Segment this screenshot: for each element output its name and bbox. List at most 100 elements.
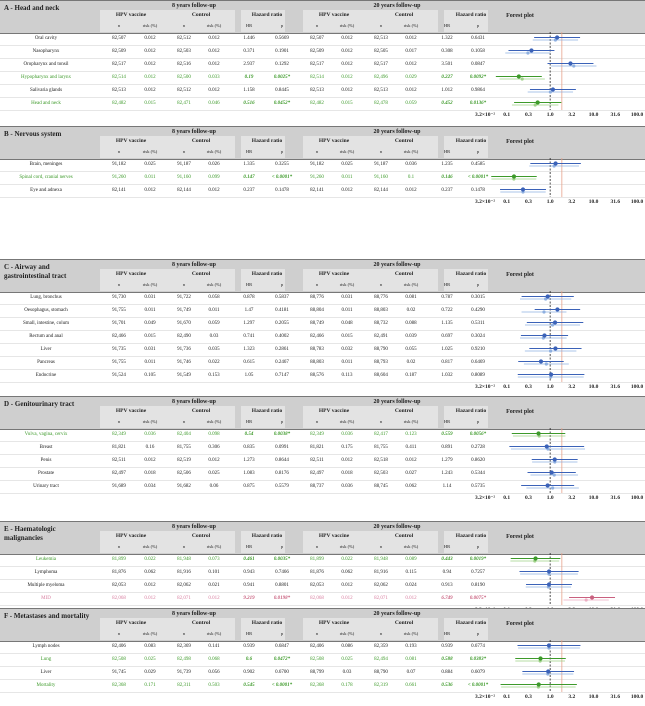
cell-value: 1.012 (441, 88, 453, 93)
cell-value: 0.012 (341, 458, 353, 463)
point-estimate-8y (552, 457, 557, 462)
cell-value: 0.046 (208, 101, 220, 106)
axis-tick-label: 0.1 (503, 694, 511, 700)
cell-value: 0.021 (208, 583, 220, 588)
cell-value: 82,062 (374, 583, 388, 588)
cell-value: 1.135 (441, 321, 453, 326)
point-estimate-8y (545, 483, 550, 488)
cell-value: 0.099 (208, 175, 220, 180)
cell-value: 82,406 (310, 644, 324, 649)
cell-value: 1.083 (243, 471, 255, 476)
point-estimate-20y (526, 51, 530, 55)
forest-axis: 3.2×10⁻² 0.1 0.3 1.0 3.2 10.0 31.6 100.0 (440, 198, 645, 210)
section-header: F - Metastases and mortality 8 years foll… (0, 608, 645, 642)
cell-value: < 0.0001* (467, 175, 489, 180)
section-header: E - Haematologic malignancies 8 years fol… (0, 521, 645, 555)
header-subband (303, 531, 438, 553)
cell-value: 0.615 (243, 360, 255, 365)
cell-value: 0.516 (243, 101, 255, 106)
row-label: Oropharynx and tonsil (23, 62, 69, 67)
cell-value: 0.913 (441, 583, 453, 588)
subheader-n: n (117, 149, 121, 154)
cell-value: 81,755 (177, 445, 191, 450)
section-title: C - Airway and gastrointestinal tract (4, 263, 67, 280)
cell-value: 1.446 (243, 36, 255, 41)
cell-value: 88,799 (310, 670, 324, 675)
forest-axis: 3.2×10⁻² 0.1 0.3 1.0 3.2 10.0 31.6 100.0 (440, 383, 645, 395)
cell-value: 0.068 (208, 657, 220, 662)
header-subband (100, 136, 235, 158)
subheader-n: n (379, 419, 383, 424)
subheader-hr_short: HR (443, 544, 451, 549)
cell-value: 82,509 (112, 49, 126, 54)
hazard-ratio-header: Hazard ratio (251, 620, 283, 626)
cell-value: 0.018 (341, 471, 353, 476)
cell-value: 91,745 (112, 670, 126, 675)
cell-value: 1.14 (442, 484, 452, 489)
table-row: Endocrine 91,524 0.105 91,549 0.153 1.05 0.714… (0, 369, 645, 383)
cell-value: 0.115 (405, 570, 417, 575)
hpv-vaccine-header: HPV vaccine (115, 620, 147, 626)
cell-value: 3.501 (441, 62, 453, 67)
point-estimate-8y (545, 294, 550, 299)
axis-tick-label: 3.2×10⁻² (474, 384, 496, 390)
hazard-ratio-header: Hazard ratio (455, 271, 487, 277)
cell-value: 82,141 (310, 188, 324, 193)
point-estimate-8y (536, 682, 541, 687)
subheader-n: n (379, 631, 383, 636)
cell-value: 0.817 (441, 360, 453, 365)
axis-tick-label: 3.2 (568, 199, 576, 205)
hazard-ratio-header: Hazard ratio (455, 620, 487, 626)
cell-value: 82,490 (177, 334, 191, 339)
row-label: Salivaria glands (29, 88, 63, 93)
section-d: D - Genitourinary tract 8 years follow-up… (0, 396, 645, 507)
subheader-p: p (280, 544, 284, 549)
cell-value: 0.02 (406, 360, 416, 365)
cell-value: 0.036 (341, 484, 353, 489)
row-label: Liver (40, 347, 52, 352)
hpv-vaccine-header: HPV vaccine (115, 533, 147, 539)
table-row: Lymph nodes 82,406 0.083 82,369 0.141 0.939 0.… (0, 640, 645, 654)
followup-8-label: 8 years follow-up (172, 129, 216, 135)
header-subband (100, 10, 235, 32)
forest-axis: 3.2×10⁻² 0.1 0.3 1.0 3.2 10.0 31.6 100.0 (440, 111, 645, 123)
cell-value: 0.94 (442, 570, 452, 575)
subheader-n: n (315, 282, 319, 287)
cell-value: 0.07 (406, 670, 416, 675)
cell-value: 0.083 (144, 644, 156, 649)
cell-value: 82,517 (374, 62, 388, 67)
hazard-ratio-header: Hazard ratio (455, 12, 487, 18)
cell-value: 81,876 (112, 570, 126, 575)
point-estimate-20y (542, 310, 546, 314)
header-subband (241, 618, 285, 640)
subheader-n: n (117, 631, 121, 636)
cell-value: 0.012 (341, 36, 353, 41)
cell-value: 0.559 (441, 432, 453, 437)
cell-value: 0.4585 (471, 162, 485, 167)
header-subband (100, 406, 235, 428)
cell-value: 0.025 (144, 657, 156, 662)
cell-value: 0.113 (341, 373, 353, 378)
control-header: Control (394, 620, 414, 626)
cell-value: 0.031 (144, 347, 156, 352)
cell-value: 0.012 (144, 88, 156, 93)
cell-value: 0.6 (245, 657, 253, 662)
header-subband (100, 269, 235, 291)
cell-value: 0.5669 (275, 36, 289, 41)
row-label: Breast (39, 445, 53, 450)
axis-tick-label: 100.0 (630, 495, 644, 501)
cell-value: 0.54 (244, 432, 254, 437)
header-subband (303, 269, 438, 291)
control-header: Control (394, 138, 414, 144)
cell-value: 0.012 (341, 88, 353, 93)
cell-value: 0.035 (208, 347, 220, 352)
cell-value: 0.503 (208, 683, 220, 688)
section-header: C - Airway and gastrointestinal tract 8 y… (0, 259, 645, 293)
hpv-vaccine-header: HPV vaccine (318, 620, 350, 626)
cell-value: 0.1058 (471, 49, 485, 54)
cell-value: 88,783 (310, 347, 324, 352)
cell-value: 0.16 (145, 445, 155, 450)
cell-value: 0.012 (144, 188, 156, 193)
forest-plot (509, 428, 586, 493)
cell-value: 0.032 (341, 347, 353, 352)
